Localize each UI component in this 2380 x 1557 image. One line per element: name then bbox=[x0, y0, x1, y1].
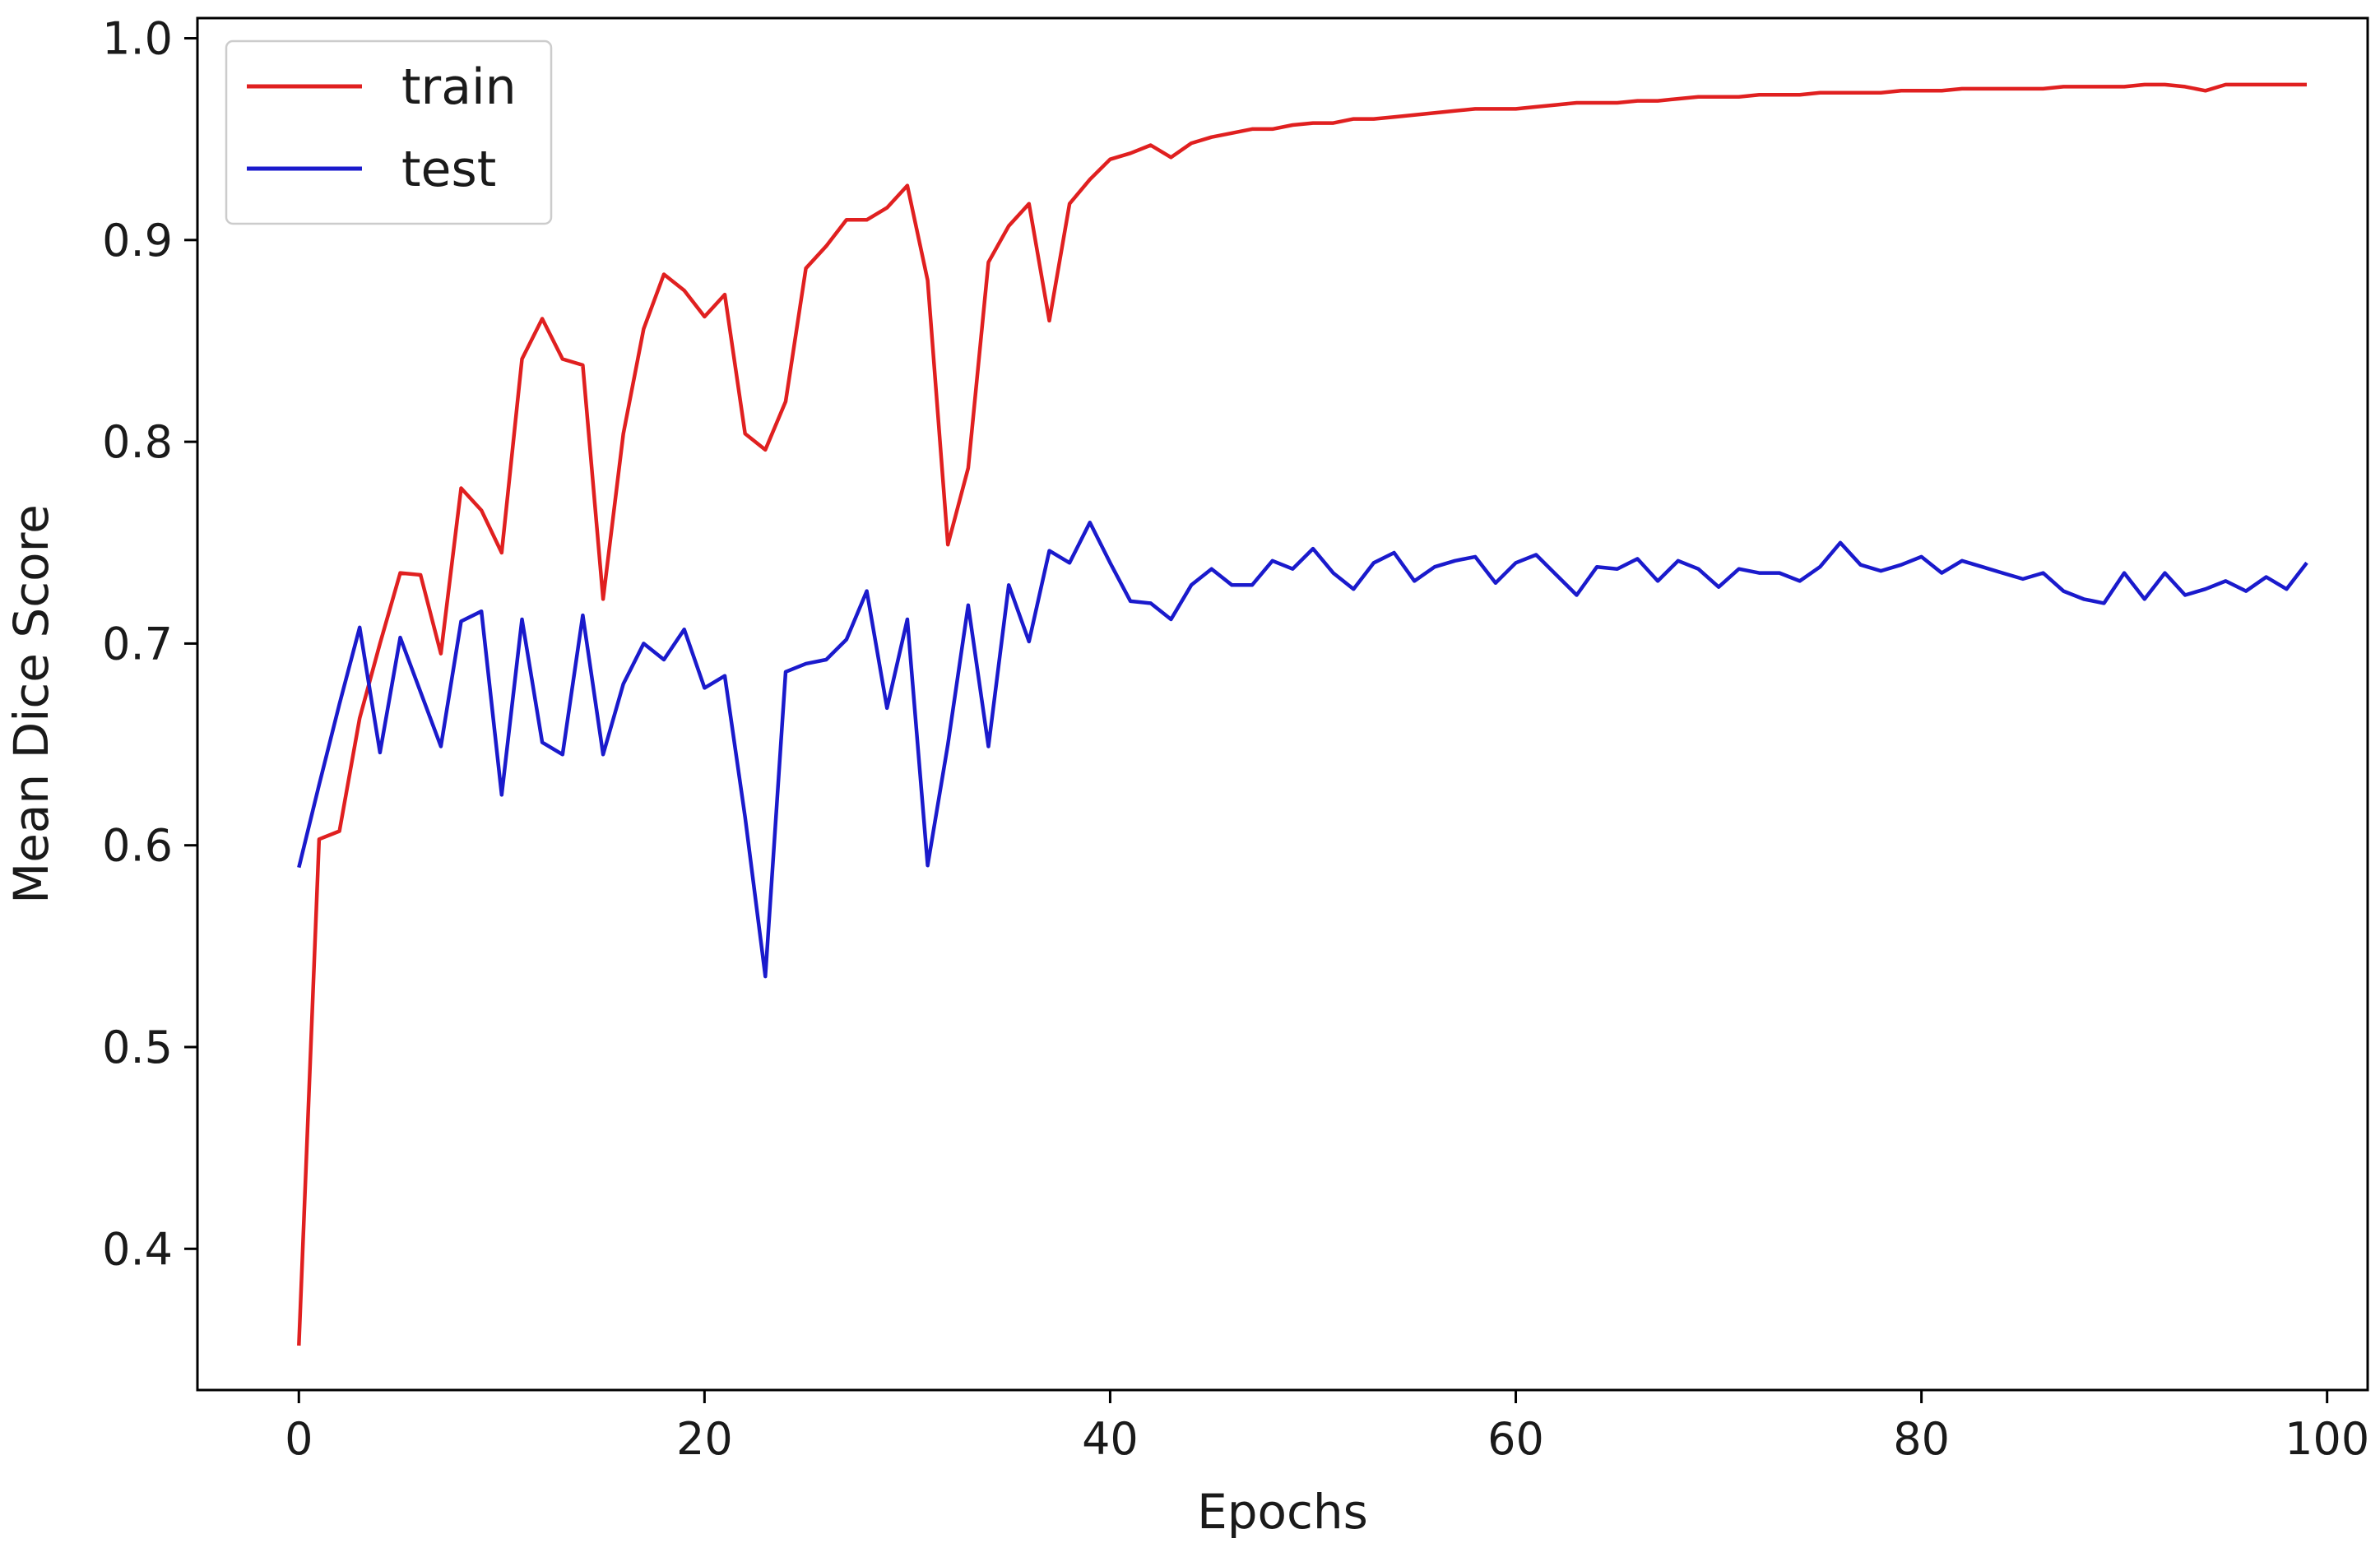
y-tick-label: 0.7 bbox=[102, 618, 173, 670]
y-tick-label: 0.9 bbox=[102, 215, 173, 266]
y-tick-label: 0.4 bbox=[102, 1223, 173, 1275]
x-tick-label: 40 bbox=[1082, 1413, 1139, 1465]
y-tick-label: 0.5 bbox=[102, 1022, 173, 1073]
x-tick-label: 20 bbox=[676, 1413, 733, 1465]
y-axis-ticks: 0.4 0.5 0.6 0.7 0.8 0.9 1.0 bbox=[102, 13, 197, 1275]
x-tick-label: 100 bbox=[2285, 1413, 2369, 1465]
y-tick-label: 0.8 bbox=[102, 416, 173, 468]
series-lines bbox=[297, 82, 2308, 1346]
x-axis-label: Epochs bbox=[1197, 1484, 1368, 1540]
y-tick-label: 1.0 bbox=[102, 13, 173, 65]
series-line-test bbox=[297, 520, 2308, 979]
x-tick-label: 60 bbox=[1487, 1413, 1544, 1465]
legend-label-train: train bbox=[401, 58, 517, 116]
legend-label-test: test bbox=[401, 141, 496, 198]
x-axis-ticks: 0 20 40 60 80 100 bbox=[285, 1390, 2369, 1465]
y-tick-label: 0.6 bbox=[102, 820, 173, 872]
x-tick-label: 80 bbox=[1893, 1413, 1950, 1465]
x-tick-label: 0 bbox=[285, 1413, 313, 1465]
y-axis-label: Mean Dice Score bbox=[3, 504, 59, 904]
series-line-train bbox=[297, 82, 2307, 1346]
plot-area-frame bbox=[196, 16, 2369, 1392]
legend: train test bbox=[225, 39, 553, 225]
